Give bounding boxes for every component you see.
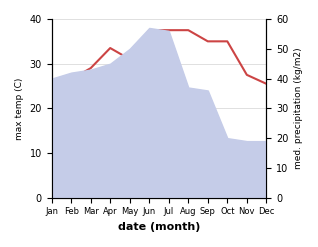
Y-axis label: med. precipitation (kg/m2): med. precipitation (kg/m2) (294, 48, 303, 169)
X-axis label: date (month): date (month) (118, 222, 200, 232)
Y-axis label: max temp (C): max temp (C) (15, 77, 24, 140)
